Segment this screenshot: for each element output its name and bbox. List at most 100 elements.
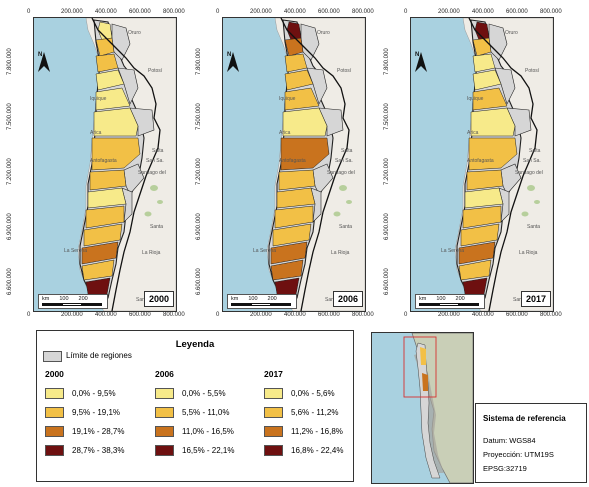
coastal-zone-10 <box>85 205 125 229</box>
x-tick-label: 0 <box>216 312 220 318</box>
place-label: La Rioja <box>331 250 350 256</box>
x-tick-label: 400.000 <box>472 312 494 318</box>
x-tick-label: 800.000 <box>540 312 562 318</box>
x-tick-label: 800.000 <box>163 9 185 15</box>
place-label: Antofagasta <box>90 158 117 164</box>
map-panel-2006: Oruro Potosí Arica Iquique Antofagasta Salta S… <box>222 17 366 312</box>
x-tick-label: 0 <box>216 9 220 15</box>
x-tick-label: 0 <box>404 9 408 15</box>
map-graphic <box>411 18 553 311</box>
legend-range-label: 5,6% - 11,2% <box>291 408 339 417</box>
map-panel-2000: Oruro Potosí Arica Iquique Antofagasta Salta S… <box>33 17 177 312</box>
north-arrow-icon: N <box>415 52 427 72</box>
reference-title: Sistema de referencia <box>483 414 566 423</box>
place-label: Santiago del <box>138 170 166 176</box>
coastal-zone-10 <box>274 205 314 229</box>
vegetation-patch <box>333 211 341 217</box>
inset-highlight-north <box>420 347 426 365</box>
legend-swatch <box>45 445 64 456</box>
coastal-zone-9 <box>464 187 504 209</box>
legend-range-label: 0,0% - 5,6% <box>291 389 335 398</box>
coastal-zone-13 <box>81 259 115 281</box>
place-label: Potosí <box>525 68 540 74</box>
coastal-zone-3 <box>472 53 496 73</box>
x-tick-label: 800.000 <box>352 312 374 318</box>
legend-range-label: 16,8% - 22,4% <box>291 446 344 455</box>
coastal-zone-6 <box>93 107 139 137</box>
map-year-label: 2017 <box>520 291 551 307</box>
coastal-zone-11 <box>272 223 312 247</box>
place-label: Santa <box>150 224 164 230</box>
place-label: La Serena <box>441 248 465 254</box>
legend-swatch <box>264 388 283 399</box>
north-arrow-icon: N <box>227 52 239 72</box>
x-tick-label: 400.000 <box>472 9 494 15</box>
x-tick-label: 600.000 <box>318 312 340 318</box>
y-tick-label: 6.900.000 <box>196 213 202 240</box>
coastal-zone-9 <box>87 187 127 209</box>
legend-swatch <box>155 445 174 456</box>
legend-item: 5,5% - 11,0% <box>155 407 234 418</box>
coastal-zone-11 <box>460 223 500 247</box>
coastal-zone-4 <box>95 69 125 91</box>
x-tick-label: 200.000 <box>438 312 460 318</box>
y-tick-label: 7.800.000 <box>196 48 202 75</box>
place-label: Santiago del <box>515 170 543 176</box>
legend-column-year: 2017 <box>264 369 283 379</box>
place-label: Iquique <box>279 96 296 102</box>
vegetation-patch <box>346 200 352 204</box>
coastal-zone-12 <box>458 241 496 265</box>
place-label: Santa <box>527 224 541 230</box>
reference-datum: Datum: WGS84 <box>483 436 536 445</box>
legend-title: Leyenda <box>175 339 215 350</box>
place-label: Santiago del <box>327 170 355 176</box>
coastal-zone-13 <box>458 259 492 281</box>
vegetation-patch <box>527 185 535 191</box>
region-boundary-swatch <box>43 351 62 362</box>
place-label: Arica <box>279 130 291 136</box>
y-tick-label: 7.500.000 <box>7 103 13 130</box>
x-tick-label: 600.000 <box>506 9 528 15</box>
y-tick-label: 6.900.000 <box>7 213 13 240</box>
x-tick-label: 200.000 <box>250 312 272 318</box>
map-year-label: 2006 <box>332 291 363 307</box>
coastal-zone-5 <box>284 87 320 111</box>
place-label: Arica <box>467 130 479 136</box>
x-tick-label: 400.000 <box>95 312 117 318</box>
inset-locator-map <box>371 332 474 484</box>
x-tick-label: 600.000 <box>506 312 528 318</box>
place-label: Antofagasta <box>279 158 306 164</box>
place-label: Salta <box>152 148 164 154</box>
coastal-zone-7 <box>468 137 518 171</box>
legend-range-label: 0,0% - 9,5% <box>72 389 116 398</box>
north-arrow-icon: N <box>38 52 50 72</box>
x-tick-label: 400.000 <box>95 9 117 15</box>
legend-range-label: 11,2% - 16,8% <box>291 427 343 436</box>
x-tick-label: 800.000 <box>352 9 374 15</box>
y-tick-label: 7.800.000 <box>384 48 390 75</box>
place-label: Arica <box>90 130 102 136</box>
legend-item: 0,0% - 9,5% <box>45 388 124 399</box>
coastal-zone-12 <box>270 241 308 265</box>
place-label: San Sa. <box>335 158 353 164</box>
place-label: Potosí <box>148 68 163 74</box>
y-tick-label: 6.600.000 <box>384 268 390 295</box>
legend-item: 9,5% - 19,1% <box>45 407 124 418</box>
legend-box: Leyenda Límite de regiones 2000 0,0% - 9,… <box>36 330 354 482</box>
reference-projection: Proyección: UTM19S <box>483 450 554 459</box>
legend-item: 11,0% - 16,5% <box>155 426 234 437</box>
coastal-zone-4 <box>284 69 314 91</box>
coastal-zone-4 <box>472 69 502 91</box>
coastal-zone-11 <box>83 223 123 247</box>
place-label: La Serena <box>64 248 88 254</box>
legend-swatch <box>264 445 283 456</box>
coastal-zone-3 <box>284 53 308 73</box>
legend-item: 19,1% - 28,7% <box>45 426 124 437</box>
y-tick-label: 6.900.000 <box>384 213 390 240</box>
legend-range-label: 16,5% - 22,1% <box>182 446 235 455</box>
legend-range-label: 9,5% - 19,1% <box>72 408 121 417</box>
reference-system-box: Sistema de referencia Datum: WGS84 Proye… <box>475 403 587 483</box>
x-tick-label: 200.000 <box>61 9 83 15</box>
legend-range-label: 11,0% - 16,5% <box>182 427 234 436</box>
place-label: Salta <box>529 148 541 154</box>
